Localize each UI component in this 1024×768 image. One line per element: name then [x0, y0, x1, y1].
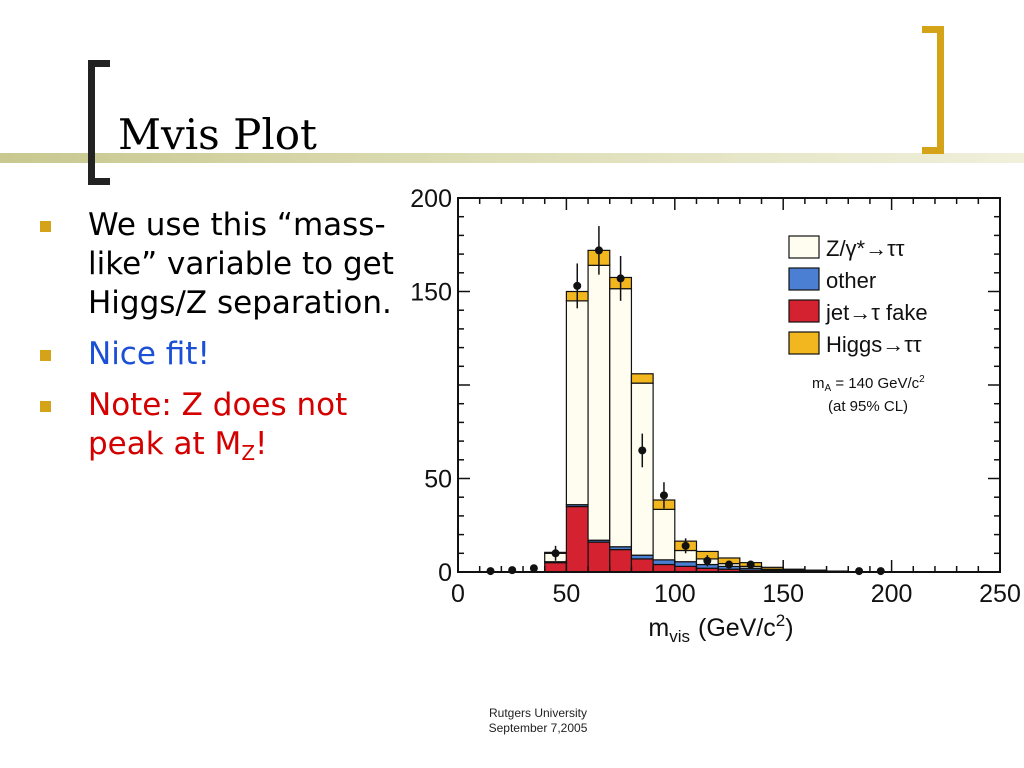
mvis-histogram-chart: 0 50 150 200 0 50 100 150 200 250 Z/γ*→ττ other je… — [410, 186, 1021, 646]
legend-swatch-0 — [788, 235, 820, 259]
x-axis-label: mvis (GeV/c2) — [648, 611, 793, 646]
x-tick-label-100: 100 — [654, 580, 696, 608]
bar-higgs-150 — [782, 568, 806, 571]
data-point-6 — [616, 274, 625, 283]
footer-date: September 7,2005 — [488, 721, 588, 735]
left-bracket-decoration — [88, 60, 110, 185]
bar-fake-40 — [544, 562, 568, 573]
bar-ztautau-80 — [630, 382, 654, 556]
bar-fake-60 — [587, 541, 611, 573]
x-axis-label-unit: (GeV/c — [698, 614, 776, 642]
right-bracket-decoration — [922, 26, 944, 154]
y-tick-label-150: 150 — [410, 279, 452, 307]
data-point-12 — [746, 560, 755, 569]
bullet-square-icon — [40, 350, 51, 361]
legend-label-0: Z/γ*→ττ — [826, 236, 905, 261]
legend-note-cl: (at 95% CL) — [828, 398, 908, 415]
x-tick-label-200: 200 — [871, 580, 913, 608]
x-axis-label-close: ) — [785, 614, 793, 642]
legend-swatch-3 — [788, 331, 820, 355]
data-point-11 — [725, 560, 733, 569]
x-tick-label-0: 0 — [451, 580, 465, 608]
data-point-7 — [638, 446, 647, 455]
bullet-square-icon — [40, 401, 51, 412]
data-point-4 — [573, 281, 582, 290]
bullet-list: We use this “mass-like” variable to get … — [36, 206, 416, 485]
data-point-9 — [681, 541, 690, 550]
data-point-10 — [703, 556, 712, 565]
y-tick-label-200: 200 — [410, 186, 452, 213]
bar-other-100 — [674, 561, 698, 567]
bullet-item-3: Note: Z does not peak at MZ! — [36, 386, 416, 473]
x-axis-label-superscript: 2 — [776, 611, 785, 630]
slide-title: Mvis Plot — [118, 110, 317, 159]
legend-swatch-1 — [788, 267, 820, 291]
bullet-text-1: We use this “mass-like” variable to get … — [88, 207, 394, 321]
bar-ztautau-70 — [609, 288, 633, 548]
bar-ztautau-50 — [565, 300, 589, 506]
legend-swatch-2 — [788, 299, 820, 323]
bullet-text-3-subscript: Z — [241, 441, 256, 465]
legend-label-2: jet→τ fake — [825, 300, 928, 325]
data-point-3 — [551, 549, 560, 558]
data-point-8 — [659, 491, 668, 500]
bar-higgs-80 — [630, 373, 654, 384]
bar-ztautau-60 — [587, 264, 611, 541]
bar-fake-90 — [652, 563, 676, 573]
y-tick-label-0: 0 — [438, 559, 452, 587]
bar-higgs-140 — [760, 566, 784, 570]
bullet-text-2: Nice fit! — [88, 336, 210, 372]
data-point-2 — [529, 564, 538, 573]
y-tick-label-50: 50 — [424, 466, 452, 494]
bar-other-90 — [652, 559, 676, 566]
x-tick-label-150: 150 — [762, 580, 804, 608]
data-point-5 — [594, 246, 603, 255]
bar-higgs-160 — [804, 569, 828, 572]
legend-label-3: Higgs→ττ — [826, 332, 922, 357]
x-axis-label-main: m — [648, 614, 669, 642]
title-underline-bar — [0, 153, 1024, 163]
bullet-square-icon — [40, 221, 51, 232]
bullet-item-1: We use this “mass-like” variable to get … — [36, 206, 416, 323]
bullet-item-2: Nice fit! — [36, 335, 416, 374]
bar-fake-80 — [630, 558, 654, 573]
bullet-text-3-tail: ! — [255, 426, 268, 462]
bar-ztautau-90 — [652, 508, 676, 561]
bar-fake-50 — [565, 505, 589, 573]
x-tick-label-250: 250 — [979, 580, 1021, 608]
x-tick-label-50: 50 — [552, 580, 580, 608]
slide-footer: Rutgers University September 7,2005 — [460, 706, 616, 736]
bar-fake-70 — [609, 548, 633, 573]
x-axis-label-subscript: vis — [669, 627, 690, 646]
bullet-text-3: Note: Z does not peak at M — [88, 387, 348, 462]
legend-label-1: other — [826, 268, 876, 293]
footer-university: Rutgers University — [488, 706, 588, 720]
legend-note-mass: mA = 140 GeV/c2 — [812, 374, 925, 394]
